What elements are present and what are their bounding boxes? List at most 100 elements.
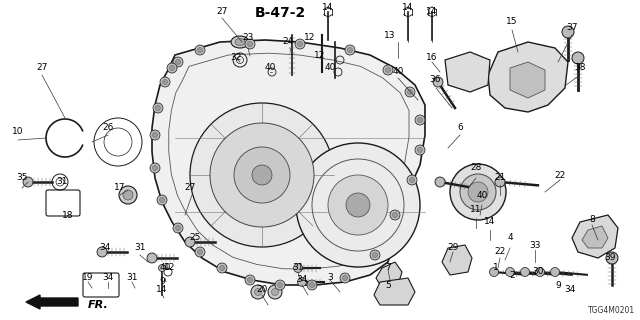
Circle shape [550,268,559,276]
Circle shape [147,253,157,263]
Text: 35: 35 [16,173,28,182]
Text: 31: 31 [56,178,68,187]
Circle shape [385,68,390,73]
Circle shape [245,275,255,285]
Text: 39: 39 [604,253,616,262]
Circle shape [506,268,515,276]
Circle shape [572,52,584,64]
Text: 38: 38 [574,63,586,73]
Circle shape [520,268,529,276]
Text: 33: 33 [529,241,541,250]
Text: 27: 27 [184,183,196,193]
Circle shape [342,276,348,281]
Circle shape [298,42,303,46]
Circle shape [405,87,415,97]
Circle shape [415,115,425,125]
Text: 20: 20 [256,285,268,294]
Text: 8: 8 [589,215,595,225]
Circle shape [392,212,397,218]
Circle shape [159,265,166,271]
Text: 28: 28 [470,164,482,172]
Text: 11: 11 [470,205,482,214]
Circle shape [346,193,370,217]
Circle shape [255,289,262,295]
Circle shape [217,263,227,273]
Circle shape [383,65,393,75]
Polygon shape [572,215,618,258]
Circle shape [271,289,278,295]
Text: 14: 14 [323,4,333,12]
Polygon shape [510,62,545,98]
Circle shape [417,148,422,153]
Circle shape [173,57,183,67]
Circle shape [245,39,255,49]
Text: 19: 19 [83,274,93,283]
Text: 14: 14 [484,218,496,227]
Circle shape [298,277,307,286]
Circle shape [248,42,253,46]
Text: 16: 16 [426,53,438,62]
Circle shape [345,45,355,55]
Circle shape [152,132,157,138]
Circle shape [119,186,137,204]
Text: 40: 40 [476,190,488,199]
Circle shape [170,66,175,70]
Text: 14: 14 [403,4,413,12]
Text: 22: 22 [494,247,506,257]
Circle shape [435,177,445,187]
Circle shape [173,223,183,233]
Circle shape [160,77,170,87]
Text: 31: 31 [292,263,304,273]
Text: 31: 31 [126,274,138,283]
Text: TGG4M0201: TGG4M0201 [588,306,635,315]
Text: 23: 23 [243,34,253,43]
Circle shape [175,226,180,230]
Text: 9: 9 [159,277,165,286]
Circle shape [410,178,415,182]
Circle shape [372,252,378,258]
Circle shape [294,263,303,273]
Circle shape [433,77,443,87]
Text: 3: 3 [327,274,333,283]
Text: 34: 34 [564,285,576,294]
Circle shape [152,165,157,171]
Text: 6: 6 [457,124,463,132]
Circle shape [278,283,282,287]
Circle shape [175,60,180,65]
Circle shape [251,285,265,299]
Text: 9: 9 [555,281,561,290]
Text: 14: 14 [156,285,168,294]
Text: 34: 34 [99,244,111,252]
Circle shape [220,266,225,270]
Circle shape [415,145,425,155]
Circle shape [468,182,488,202]
Text: 37: 37 [566,23,578,33]
Polygon shape [445,52,490,92]
Text: 24: 24 [282,37,294,46]
Polygon shape [442,245,472,275]
Text: 34: 34 [102,274,114,283]
Circle shape [536,268,545,276]
Text: 15: 15 [506,18,518,27]
Circle shape [153,103,163,113]
Text: 34: 34 [296,276,308,284]
Circle shape [185,237,195,247]
Circle shape [450,164,506,220]
Text: 29: 29 [447,244,459,252]
Text: 21: 21 [494,173,506,182]
Circle shape [163,79,168,84]
Circle shape [248,277,253,283]
Text: 40: 40 [159,263,171,273]
Text: 7: 7 [385,263,391,273]
Text: FR.: FR. [88,300,109,310]
Text: 26: 26 [102,124,114,132]
Circle shape [275,280,285,290]
Circle shape [123,190,133,200]
Circle shape [195,247,205,257]
Text: 32: 32 [230,53,242,62]
Text: 12: 12 [304,34,316,43]
Circle shape [348,47,353,52]
Circle shape [562,26,574,38]
Circle shape [157,195,167,205]
Circle shape [252,165,272,185]
